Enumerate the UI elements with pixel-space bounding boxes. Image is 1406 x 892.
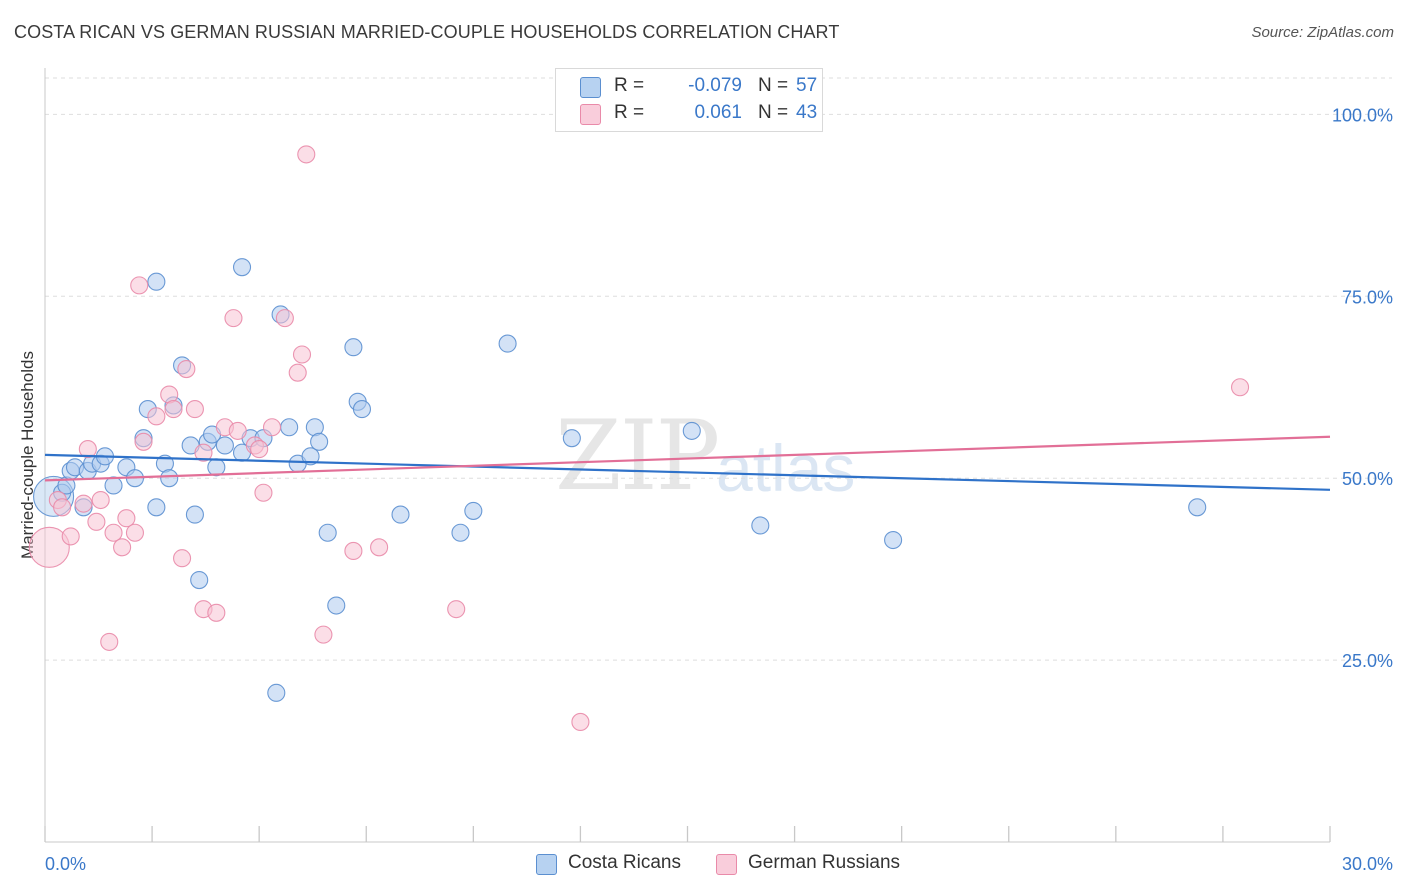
legend-n-value: 57	[796, 75, 818, 96]
costa-rican-point	[207, 458, 226, 477]
costa-rican-point	[327, 596, 346, 615]
german-russian-trend-line	[44, 435, 1331, 482]
correlation-legend: R = -0.079 N = 57 R = 0.061 N = 43	[555, 68, 823, 132]
german-russian-point	[571, 712, 590, 731]
legend-n-label: N =	[758, 102, 789, 123]
x-tick-label: 0.0%	[45, 854, 86, 874]
german-russian-point	[130, 276, 149, 295]
german-russian-point	[370, 538, 389, 557]
german-russian-point	[177, 359, 196, 379]
costa-rican-point	[391, 505, 410, 524]
watermark-atlas: atlas	[716, 431, 856, 505]
source-credit: Source: ZipAtlas.com	[1251, 24, 1394, 41]
german-russian-point	[224, 309, 243, 328]
german-russian-point	[74, 494, 93, 513]
german-russian-point	[53, 498, 72, 517]
german-russian-point	[288, 363, 307, 382]
bottom-legend-label: German Russians	[748, 852, 901, 873]
german-russian-point	[297, 145, 316, 164]
legend-r-value: 0.061	[694, 102, 742, 123]
costa-rican-point	[160, 469, 179, 488]
legend-swatch-blue	[580, 77, 601, 98]
costa-rican-point	[682, 421, 701, 440]
y-tick-label: 25.0%	[1342, 651, 1393, 671]
costa-rican-point	[232, 258, 252, 277]
german-russian-point	[173, 549, 192, 568]
watermark-zip: ZIP	[555, 400, 720, 512]
costa-rican-point	[147, 272, 166, 291]
german-russian-point	[275, 309, 294, 328]
bottom-legend-swatch-pink	[716, 854, 737, 875]
legend-r-label: R =	[614, 102, 645, 123]
german-russian-point	[28, 526, 70, 568]
chart-title: COSTA RICAN VS GERMAN RUSSIAN MARRIED-CO…	[14, 22, 840, 42]
costa-rican-point	[344, 338, 363, 357]
costa-rican-point	[318, 523, 337, 542]
german-russian-point	[78, 440, 97, 459]
german-russian-point	[134, 432, 153, 451]
german-russian-point	[314, 625, 333, 644]
german-russian-point	[194, 443, 213, 462]
german-russian-point	[125, 523, 144, 542]
german-russian-point	[207, 603, 226, 622]
costa-rican-point	[498, 334, 517, 353]
costa-rican-point	[280, 418, 299, 437]
german-russian-point	[250, 440, 269, 459]
costa-rican-point	[301, 447, 320, 466]
legend-swatch-pink	[580, 104, 601, 125]
legend-n-value: 43	[796, 102, 818, 123]
costa-rican-point	[185, 505, 204, 524]
german-russian-point	[164, 400, 183, 419]
german-russian-point	[104, 523, 123, 542]
german-russian-point	[228, 421, 247, 440]
costa-rican-point	[215, 436, 234, 455]
y-tick-label: 50.0%	[1342, 469, 1393, 489]
german-russian-point	[447, 600, 466, 619]
german-russian-point	[87, 512, 106, 531]
costa-rican-point	[310, 432, 329, 451]
german-russian-point	[147, 407, 166, 426]
german-russian-point	[344, 541, 363, 561]
german-russian-point	[292, 345, 312, 364]
german-russian-point	[254, 483, 273, 502]
german-russian-point	[100, 632, 119, 651]
costa-rican-point	[562, 429, 581, 448]
german-russian-point	[262, 418, 282, 437]
costa-rican-point	[464, 501, 483, 520]
x-tick-label: 30.0%	[1342, 854, 1393, 874]
costa-rican-point	[751, 516, 770, 535]
german-russian-point	[61, 527, 80, 546]
german-russian-point	[113, 538, 132, 557]
german-russian-point	[91, 490, 110, 510]
legend-r-label: R =	[614, 75, 645, 96]
bottom-legend-label: Costa Ricans	[568, 852, 681, 873]
costa-rican-point	[884, 530, 903, 550]
costa-rican-point	[267, 683, 286, 702]
costa-rican-trend-line	[44, 453, 1331, 491]
costa-rican-point	[190, 571, 209, 590]
y-tick-label: 100.0%	[1332, 105, 1393, 125]
bottom-legend-swatch-blue	[536, 854, 557, 875]
costa-rican-point	[1188, 498, 1207, 517]
german-russian-point	[185, 400, 204, 419]
legend-n-label: N =	[758, 75, 789, 96]
costa-rican-point	[147, 498, 166, 517]
german-russian-point	[117, 509, 136, 528]
costa-rican-point	[352, 400, 372, 419]
german-russian-point	[1231, 378, 1250, 397]
y-tick-label: 75.0%	[1342, 287, 1393, 307]
legend-r-value: -0.079	[688, 75, 742, 96]
costa-rican-point	[451, 523, 470, 542]
costa-rican-point	[104, 476, 123, 495]
